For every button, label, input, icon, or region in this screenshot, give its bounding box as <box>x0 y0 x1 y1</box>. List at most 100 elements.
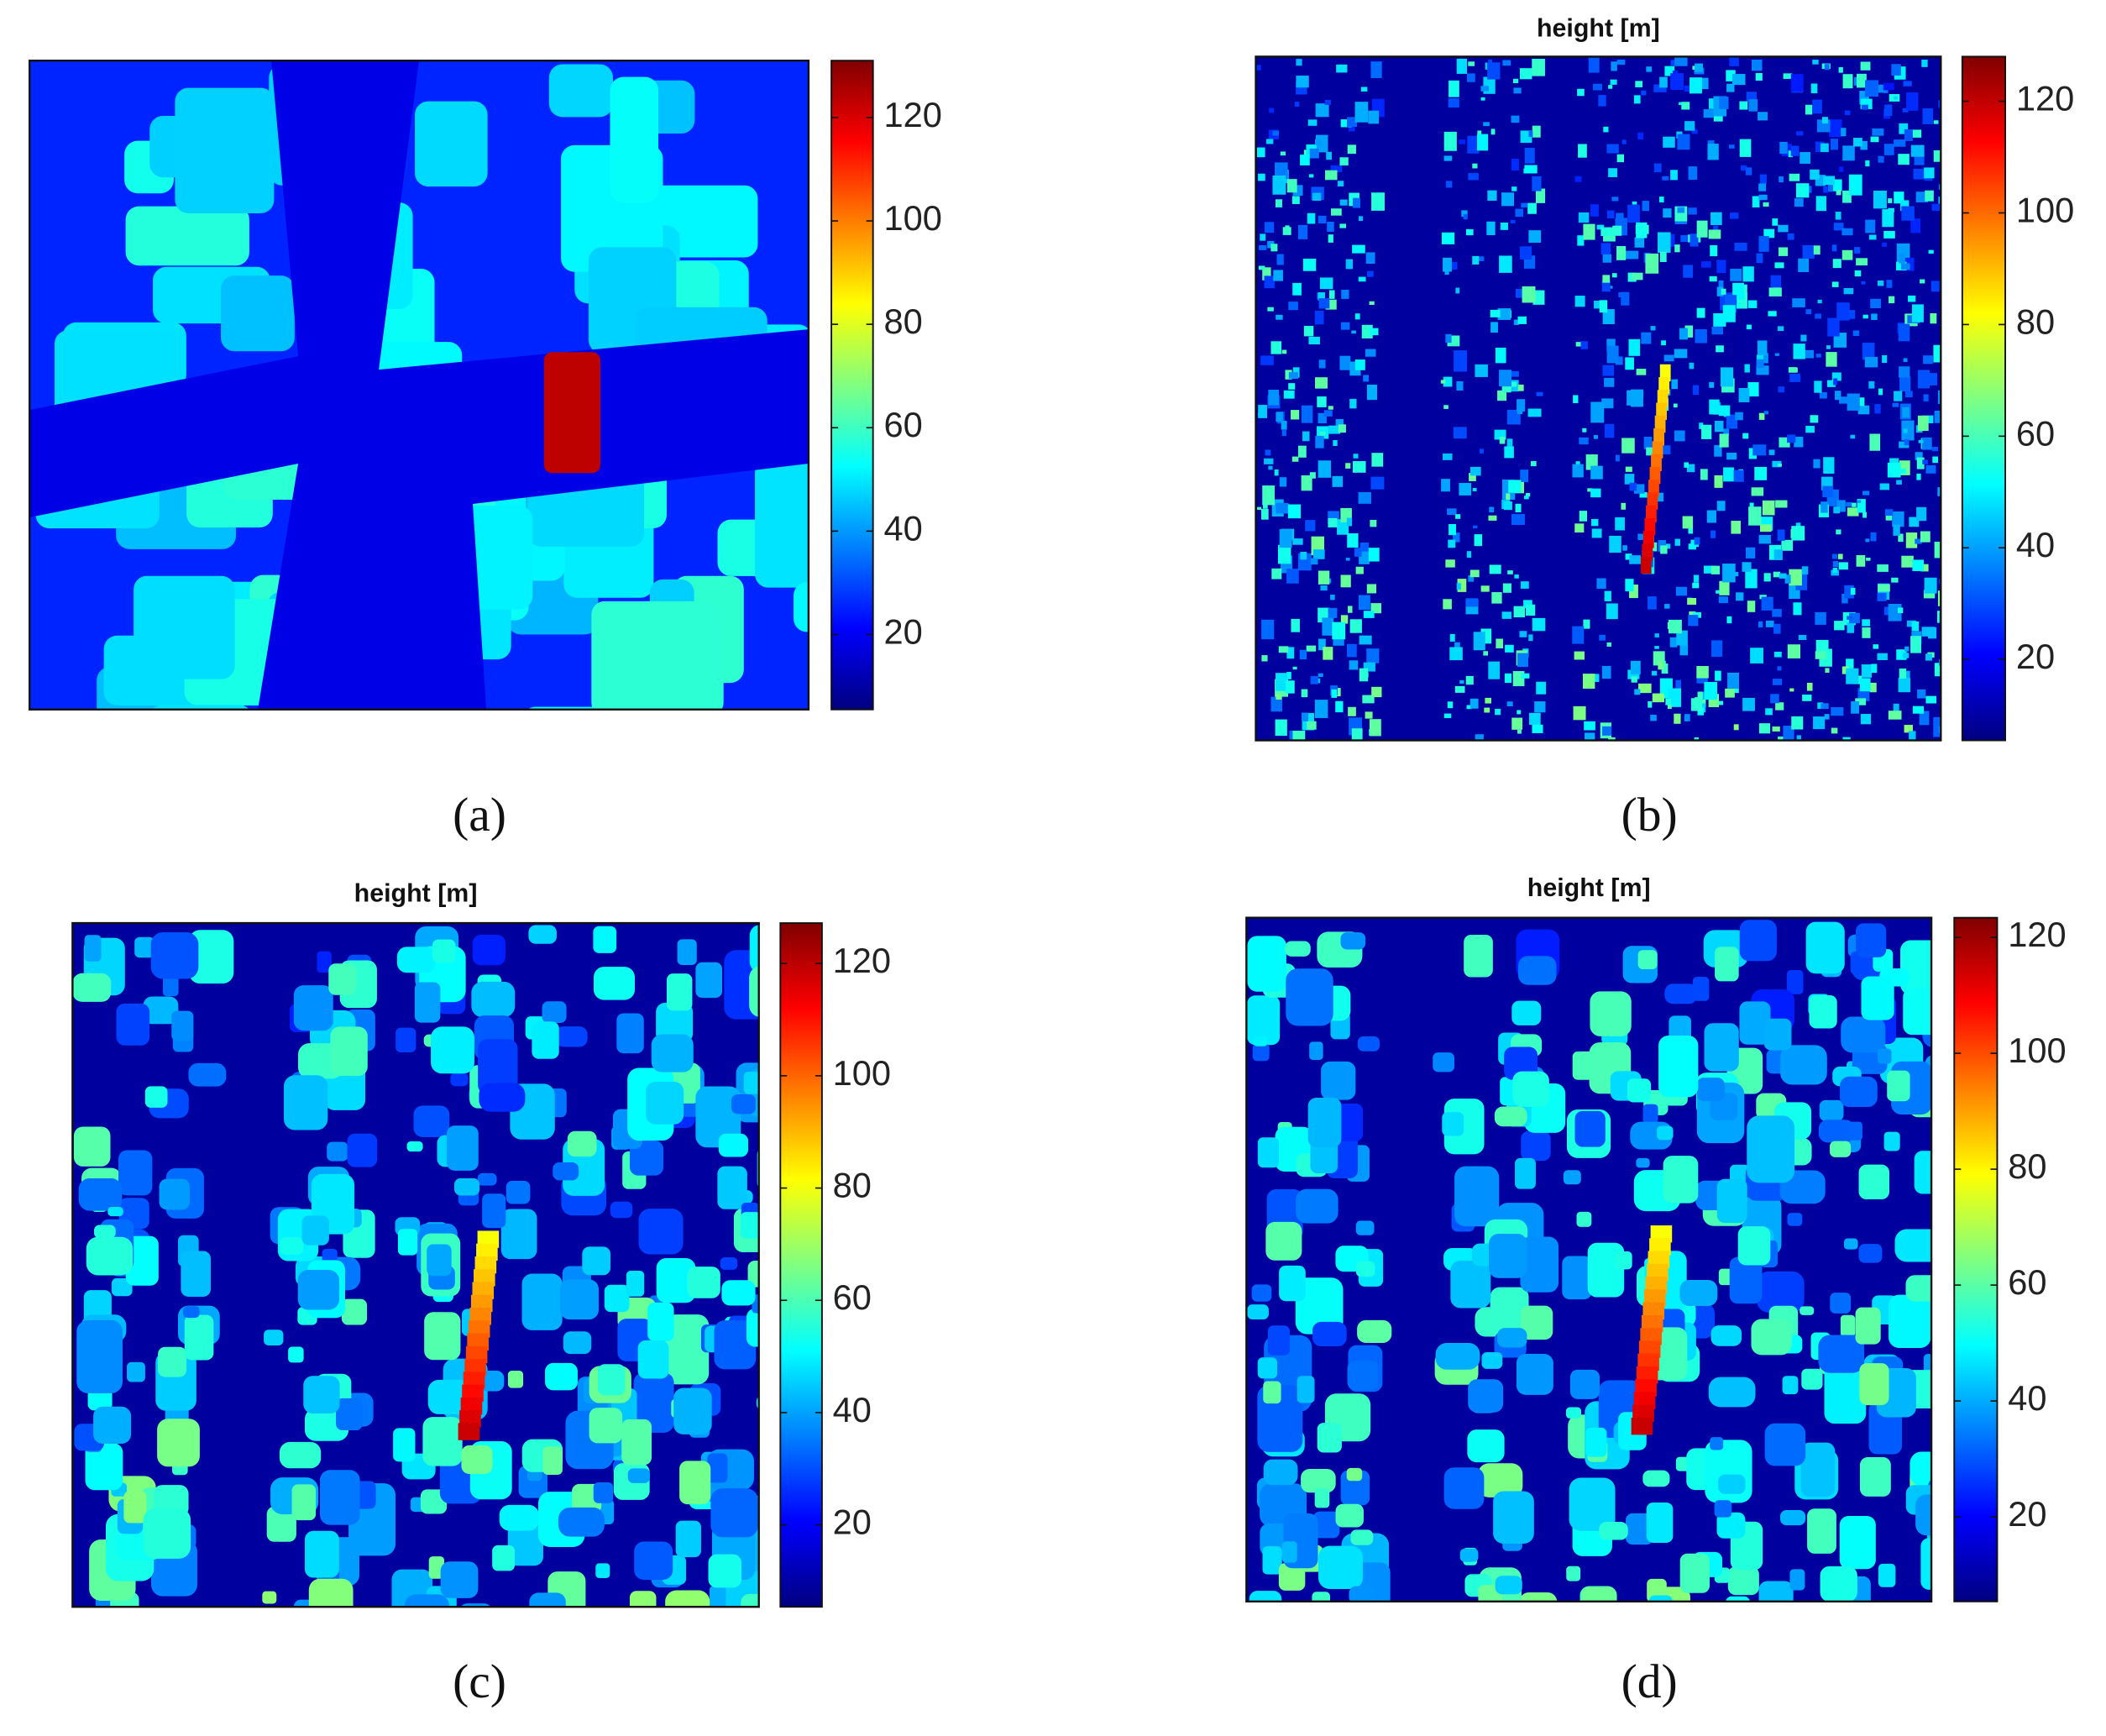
building <box>548 64 614 118</box>
height-cell <box>1318 460 1332 478</box>
height-cell <box>1692 385 1700 396</box>
height-cell <box>1257 1137 1280 1168</box>
height-cell <box>1901 206 1915 221</box>
height-cell <box>1734 242 1747 251</box>
height-cell <box>1474 534 1483 547</box>
height-cell <box>1251 1284 1272 1302</box>
height-cell <box>1488 515 1497 521</box>
height-cell <box>1269 108 1275 113</box>
height-cell <box>1574 296 1585 307</box>
height-cell <box>1921 59 1928 67</box>
height-cell <box>1818 1335 1865 1373</box>
height-cell <box>1603 233 1616 242</box>
height-cell <box>1831 553 1838 559</box>
height-cell <box>188 930 234 984</box>
height-cell <box>1710 244 1718 257</box>
height-cell <box>1247 995 1281 1046</box>
height-cell <box>1611 197 1619 202</box>
height-cell <box>1906 92 1919 111</box>
height-cell <box>1602 275 1611 283</box>
height-cell <box>1843 287 1854 295</box>
height-cell <box>1831 707 1844 716</box>
height-cell <box>1739 920 1777 962</box>
height-cell <box>1262 503 1268 509</box>
height-cell <box>1615 517 1625 531</box>
height-cell <box>1829 119 1842 138</box>
height-cell <box>1500 223 1509 230</box>
height-cell <box>1497 390 1507 401</box>
colorbar-tick-label: 100 <box>883 198 941 238</box>
height-cell <box>1800 1306 1815 1315</box>
height-cell <box>1341 289 1349 299</box>
tower-cell <box>1635 1379 1657 1397</box>
height-cell <box>1569 1369 1600 1399</box>
height-cell <box>1625 250 1639 260</box>
height-cell <box>506 1180 531 1204</box>
height-cell <box>1857 405 1870 415</box>
height-cell <box>673 1387 712 1434</box>
tower-cell <box>1638 1340 1661 1358</box>
height-cell <box>1899 376 1911 391</box>
height-cell <box>336 1398 363 1431</box>
height-cell <box>1465 228 1474 236</box>
height-cell <box>1590 488 1601 498</box>
height-cell <box>1354 548 1362 557</box>
height-cell <box>1663 208 1672 218</box>
height-cell <box>1924 167 1935 179</box>
height-cell <box>1871 663 1878 674</box>
height-cell <box>1292 185 1303 197</box>
height-cell <box>440 1561 479 1598</box>
height-cell <box>1314 700 1328 718</box>
height-cell <box>1522 286 1536 303</box>
colorbar-tick-label: 60 <box>2016 413 2055 453</box>
height-cell <box>1301 1468 1336 1493</box>
height-cell <box>721 1280 756 1306</box>
height-cell <box>1653 163 1662 173</box>
height-cell <box>1323 410 1333 417</box>
height-cell <box>1641 90 1647 96</box>
height-cell <box>1331 208 1342 216</box>
height-cell <box>78 1177 123 1211</box>
height-cell <box>1733 724 1739 731</box>
height-cell <box>134 936 155 958</box>
height-cell <box>1515 288 1523 298</box>
height-cell <box>1319 431 1326 436</box>
height-cell <box>1810 83 1818 94</box>
height-cell <box>320 1470 360 1525</box>
height-cell <box>1694 737 1699 741</box>
height-cell <box>1802 694 1812 701</box>
height-cell <box>1599 1522 1628 1540</box>
height-cell <box>597 1364 626 1396</box>
height-cell <box>181 1251 211 1297</box>
height-cell <box>1787 644 1801 658</box>
height-cell <box>1263 1381 1281 1404</box>
height-cell <box>633 1372 674 1433</box>
height-cell <box>1350 1529 1374 1545</box>
height-cell <box>1687 598 1697 606</box>
height-cell <box>1716 286 1724 296</box>
height-cell <box>1887 1070 1910 1102</box>
height-cell <box>1511 1000 1542 1025</box>
height-cell <box>1752 444 1767 456</box>
height-cell <box>707 1453 728 1483</box>
height-cell <box>1468 574 1475 582</box>
height-cell <box>1820 1566 1857 1602</box>
height-cell <box>1903 988 1932 1036</box>
height-cell <box>1694 537 1700 545</box>
height-cell <box>1707 144 1719 160</box>
height-cell <box>1897 607 1904 614</box>
height-cell <box>593 967 635 1000</box>
height-cell <box>1748 506 1762 526</box>
height-cell <box>1802 244 1815 259</box>
height-cell <box>72 973 112 1002</box>
height-cell <box>1351 728 1363 741</box>
height-cell <box>1563 1170 1581 1185</box>
height-cell <box>1536 681 1547 695</box>
height-cell <box>1286 569 1299 584</box>
height-cell <box>743 1072 759 1094</box>
height-cell <box>1787 1213 1803 1226</box>
panel: 20 40 60 80 100 120 (a) <box>28 60 942 842</box>
height-cell <box>1745 569 1758 589</box>
height-cell <box>1931 447 1939 452</box>
height-cell <box>1873 84 1885 93</box>
